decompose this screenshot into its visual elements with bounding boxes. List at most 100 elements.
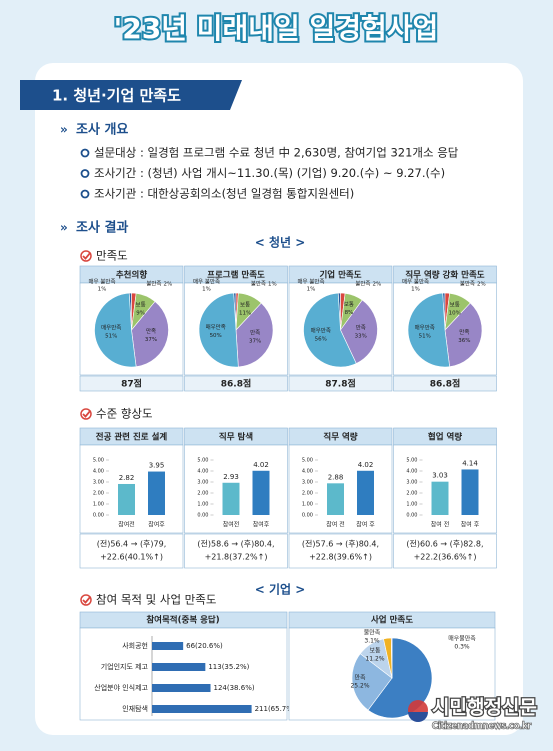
pie-slice (390, 637, 393, 679)
note: +22.8(39.6%↑) (309, 553, 372, 562)
y-tick-label: 5.00 (406, 458, 417, 464)
note: (전)56.4 → (후)79, (97, 539, 167, 549)
note-row (79, 533, 184, 569)
y-tick-label: 2.00 (93, 491, 104, 497)
pie-slice (407, 292, 450, 368)
y-tick-label: 2.00 (406, 491, 417, 497)
pie-slice (198, 292, 239, 368)
slice-value: 51% (419, 333, 431, 339)
note: (전)60.6 → (후)82.8, (406, 539, 483, 549)
x-tick-label: 참여후 (253, 521, 270, 529)
slice-value: 0.3% (454, 644, 470, 651)
slice-value: 1% (98, 287, 107, 293)
overview-item: 조사기간 : (청년) 사업 개시~11.30.(목) (기업) 9.20.(수… (94, 166, 445, 180)
check-icon (82, 595, 92, 604)
slice-label: 보통 (344, 301, 354, 308)
y-tick-label: 0.00 (197, 513, 208, 519)
note-row (288, 533, 393, 569)
bar (461, 469, 479, 515)
score-row (393, 375, 497, 392)
chart-title: 직무 역량 강화 만족도 (405, 270, 484, 281)
x-tick-label: 참여 전 (431, 521, 449, 529)
title: '23년 미래내일 일경험사업 (114, 12, 439, 45)
slice-value: 1% (307, 287, 316, 293)
note-row (393, 533, 497, 569)
overview-item: 설문대상 : 일경험 프로그램 수료 청년 中 2,630명, 참여기업 321… (94, 146, 459, 160)
chart-title: 협업 역량 (428, 432, 462, 443)
bar (152, 663, 206, 671)
slice-value: 1% (202, 287, 211, 293)
chart-title: 참여목적(중복 응답) (146, 615, 219, 626)
slice-label: 매우만족 (311, 327, 331, 335)
slice-value: 2% (373, 282, 382, 288)
score-row (79, 375, 184, 392)
y-tick-label: 4.00 (197, 469, 208, 475)
heading: 조사 결과 (76, 220, 128, 236)
value-label: 2.82 (119, 474, 135, 482)
slice-label: 불만족 (146, 280, 161, 288)
score: 86.8점 (221, 378, 252, 390)
pie-slice (131, 301, 169, 368)
slice-label: 만족 (250, 328, 260, 336)
note: (전)58.6 → (후)80.4, (197, 539, 274, 549)
pie-slice (351, 653, 393, 711)
bar (431, 481, 449, 515)
check-icon (82, 251, 92, 260)
y-tick-label: 3.00 (197, 480, 208, 486)
slice-value: 33% (355, 333, 367, 339)
bar (252, 470, 270, 515)
slice-label: 매우 불만족 (402, 278, 429, 286)
score: 86.8점 (430, 378, 461, 390)
pie-slice (340, 299, 378, 364)
chart-title: 직무 역량 (323, 432, 357, 443)
slice-label: 만족 (356, 323, 366, 331)
heading-marker: » (60, 221, 68, 235)
score: 87.8점 (325, 378, 356, 390)
pie-slice (94, 292, 137, 368)
bar (152, 705, 252, 713)
value-label: 2.88 (328, 473, 344, 481)
y-tick-label: 1.00 (302, 502, 313, 508)
y-tick-label: 3.00 (406, 480, 417, 486)
y-tick-label: 인재탐색 (122, 704, 148, 713)
y-tick-label: 4.00 (302, 469, 313, 475)
y-tick-label: 5.00 (93, 458, 104, 464)
x-tick-label: 참여전 (118, 521, 135, 529)
value-label: 113(35.2%) (208, 663, 249, 671)
slice-label: 보통 (136, 301, 146, 308)
note: (전)57.6 → (후)80.4, (302, 539, 379, 549)
value-label: 66(20.6%) (186, 642, 223, 650)
section-banner (20, 80, 242, 110)
y-tick-label: 4.00 (406, 469, 417, 475)
subheading: 만족도 (96, 249, 128, 263)
slice-label: 만족 (146, 327, 156, 335)
check-icon (80, 594, 92, 606)
value-label: 3.03 (432, 472, 448, 480)
slice-value: 1% (411, 287, 420, 293)
check-icon (80, 250, 92, 262)
bar (357, 470, 374, 515)
y-tick-label: 산업분야 인식제고 (94, 683, 148, 692)
value-label: 4.14 (462, 459, 478, 467)
chart-title: 기업 만족도 (319, 270, 361, 281)
bar (118, 483, 135, 515)
slice-value: 2% (477, 282, 486, 288)
slice-value: 56% (315, 337, 327, 343)
chart-title: 추천의향 (116, 270, 147, 281)
value-label: 2.93 (223, 473, 239, 481)
bullet (80, 189, 90, 199)
y-tick-label: 기업인지도 제고 (101, 662, 149, 671)
slice-label: 불만족 (355, 280, 370, 288)
bullet (80, 148, 90, 158)
slice-label: 불만족 (364, 629, 381, 637)
overview-item: 조사기관 : 대한상공회의소(청년 일경험 통합지원센터) (94, 187, 354, 201)
score: 87점 (121, 378, 142, 390)
slice-value: 2% (164, 282, 173, 288)
note: +21.8(37.2%↑) (205, 553, 268, 562)
slice-value: 1% (268, 282, 277, 288)
value-label: 3.95 (149, 462, 165, 470)
slice-label: 만족 (459, 328, 469, 336)
